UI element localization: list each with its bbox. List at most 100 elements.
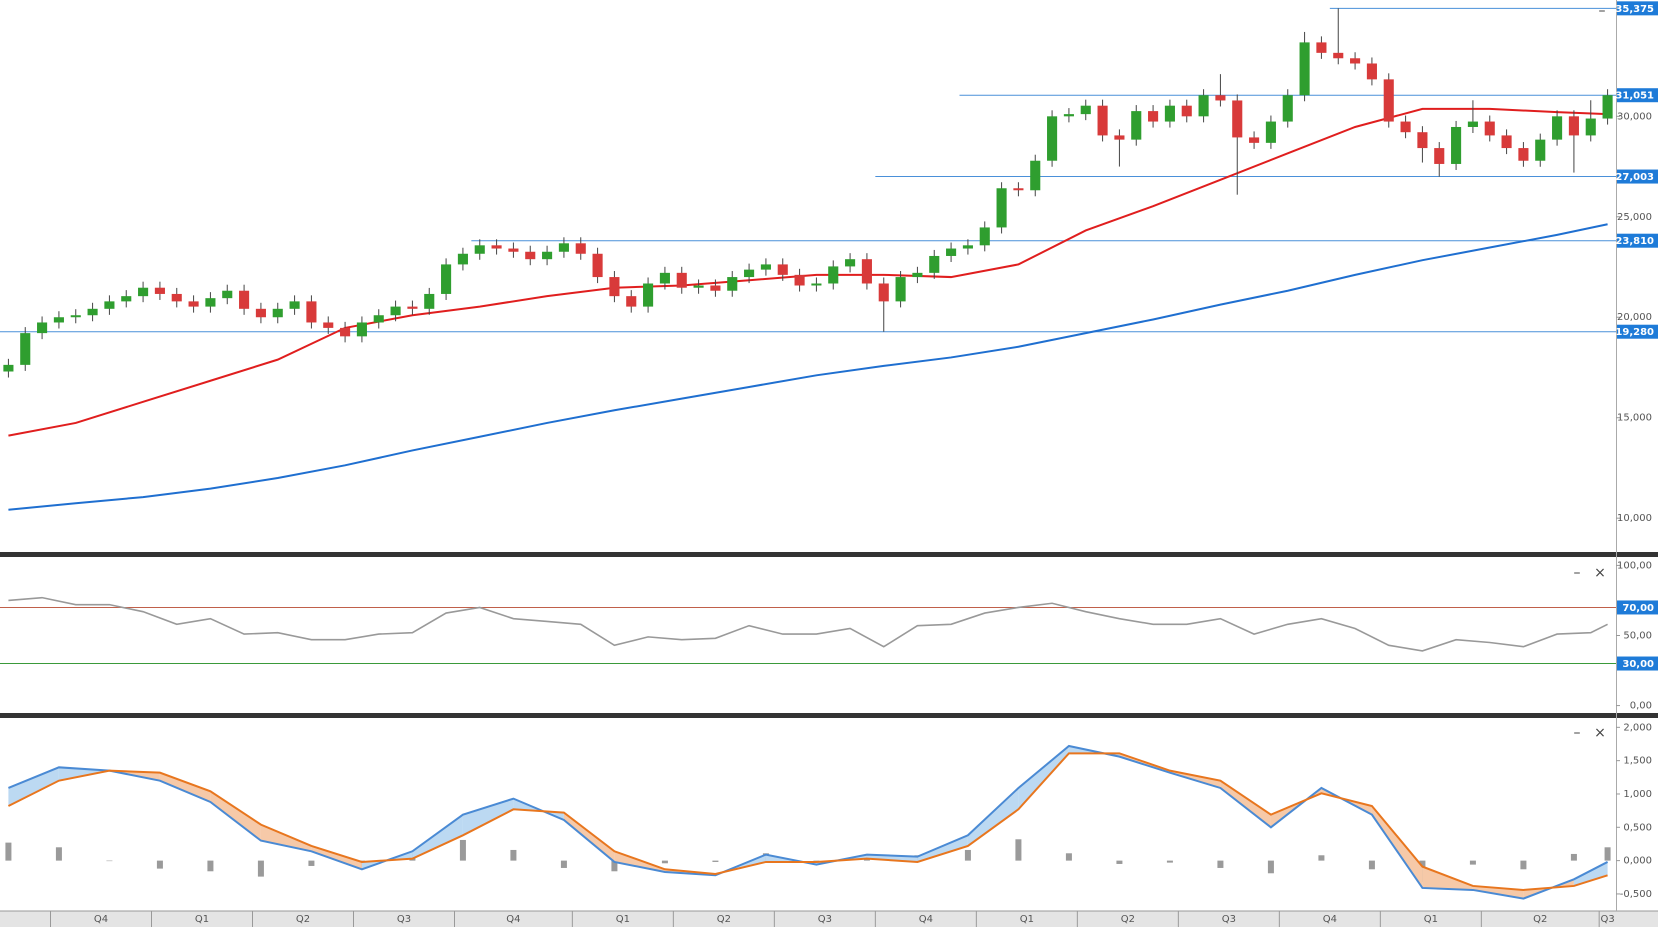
candle-body (121, 296, 132, 302)
macd-fill (1371, 805, 1423, 888)
histogram-bar (459, 839, 466, 861)
candle-body (912, 272, 923, 278)
x-tick-label: Q3 (397, 914, 411, 925)
candle-body (861, 259, 872, 284)
candle-body (643, 283, 654, 307)
macd-fill (412, 814, 463, 859)
candle-body (727, 277, 738, 291)
candle-body (525, 251, 536, 260)
level-label-box (1617, 656, 1658, 671)
x-tick-label: Q3 (818, 914, 832, 925)
y-tick-label: 30,000 (1617, 111, 1652, 122)
candle-body (1232, 100, 1243, 138)
candle-body (1585, 118, 1596, 136)
candle-body (693, 285, 704, 288)
candle-body (1080, 105, 1091, 115)
candle-body (845, 259, 856, 267)
y-tick-label: -0,500 (1620, 889, 1652, 900)
candle-body (760, 264, 771, 270)
level-label: 35,375 (1615, 4, 1654, 15)
histogram-bar (1166, 860, 1173, 863)
minimize-button[interactable]: – (1574, 725, 1581, 741)
histogram-bar (207, 860, 214, 872)
candle-body (1013, 188, 1024, 191)
candle-body (592, 253, 603, 278)
candle-body (3, 364, 14, 372)
candle-body (1535, 139, 1546, 161)
candle-body (323, 322, 334, 328)
level-label-box (1617, 324, 1658, 339)
histogram-bar (1015, 839, 1022, 861)
candle-body (1215, 95, 1226, 101)
moving-average (8, 107, 1608, 437)
candle-body (1063, 114, 1074, 117)
candle-body (895, 277, 906, 302)
candle-body (1282, 95, 1293, 122)
histogram-bar (964, 849, 971, 861)
candle-body (1518, 148, 1529, 161)
histogram-bar (1267, 860, 1274, 874)
candle-body (104, 301, 115, 309)
x-tick-label: Q4 (94, 914, 108, 925)
candle-body (188, 301, 199, 307)
minimize-button[interactable]: – (1574, 565, 1581, 581)
candle-body (37, 322, 48, 334)
histogram-bar (257, 860, 264, 877)
candle-body (1148, 111, 1159, 122)
candle-body (794, 274, 805, 286)
histogram-bar (1116, 860, 1123, 864)
macd-fill (1018, 745, 1069, 810)
level-label-box (1617, 88, 1658, 103)
candle-body (373, 315, 384, 323)
close-button[interactable]: × (1594, 725, 1606, 741)
x-axis-band (0, 911, 1658, 927)
close-button[interactable]: × (1594, 565, 1606, 581)
candle-body (70, 315, 81, 318)
level-label: 23,810 (1615, 236, 1654, 247)
candle-body (222, 290, 233, 299)
macd-fill (563, 812, 615, 862)
candle-body (1400, 121, 1411, 133)
panel-separator (0, 713, 1658, 718)
candle-body (1114, 135, 1125, 140)
level-label: 30,00 (1622, 659, 1654, 670)
candle-body (424, 293, 435, 309)
histogram-bar (1469, 860, 1476, 865)
histogram-bar (156, 860, 163, 869)
candle-body (138, 287, 149, 297)
minimize-button[interactable]: – (1599, 3, 1606, 19)
y-tick-label: 50,00 (1623, 630, 1652, 641)
candle-body (1434, 148, 1445, 164)
moving-average (8, 223, 1608, 511)
histogram-bar (1217, 860, 1224, 868)
candle-body (255, 308, 266, 318)
candle-body (1047, 116, 1058, 161)
histogram-bar (661, 860, 668, 864)
y-tick-label: 1,000 (1623, 789, 1652, 800)
candle-body (828, 266, 839, 284)
level-label: 70,00 (1622, 603, 1654, 614)
candle-body (1131, 111, 1142, 140)
histogram-bar (5, 842, 12, 861)
candle-body (154, 287, 165, 294)
macd-fill (159, 772, 211, 802)
candle-body (1451, 126, 1462, 164)
x-tick-label: Q4 (506, 914, 520, 925)
candle-body (20, 333, 31, 365)
candle-body (1265, 121, 1276, 143)
candle-body (508, 248, 519, 252)
candle-body (1316, 42, 1327, 53)
histogram-bar (1570, 853, 1577, 861)
x-tick-label: Q1 (1424, 914, 1438, 925)
y-tick-label: 1,500 (1623, 756, 1652, 767)
macd-line (8, 744, 1609, 900)
level-label-box (1617, 600, 1658, 615)
y-tick-label: 20,000 (1617, 312, 1652, 323)
histogram-bar (1368, 860, 1375, 870)
macd-fill (967, 787, 1019, 846)
histogram-bar (1520, 860, 1527, 870)
candle-body (710, 285, 721, 291)
candle-body (962, 245, 973, 249)
macd-fill (260, 824, 312, 852)
